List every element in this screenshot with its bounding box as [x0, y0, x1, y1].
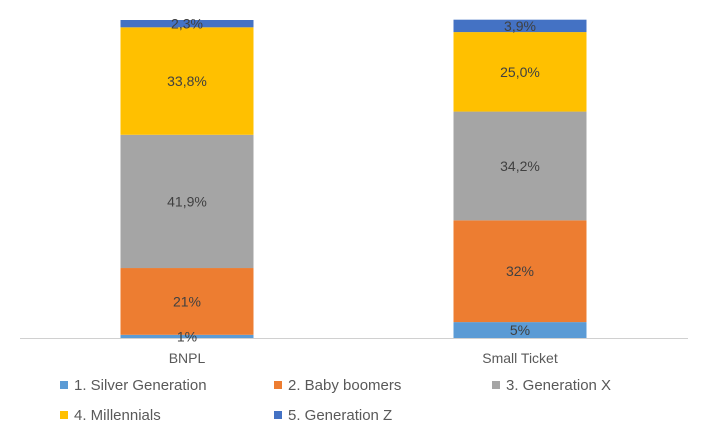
legend-item-millennials[interactable]: 4. Millennials: [60, 407, 161, 424]
x-tick-label-bnpl: BNPL: [169, 350, 206, 366]
legend-item-silver-generation[interactable]: 1. Silver Generation: [60, 377, 207, 394]
x-tick-labels: BNPL Small Ticket: [169, 350, 558, 366]
legend[interactable]: 1. Silver Generation 2. Baby boomers 3. Ge…: [60, 377, 611, 424]
bar-segment-small-ticket-generation-z: [453, 19, 587, 33]
data-label-small-ticket-baby-boomers: 32%: [506, 263, 534, 279]
data-label-small-ticket-millennials: 25,0%: [500, 64, 540, 80]
bar-segment-small-ticket-baby-boomers: [453, 220, 587, 323]
data-labels-layer: 1% 21% 41,9% 33,8% 2,3% 5% 32% 34,2% 25,0% 3,9%: [167, 16, 540, 345]
legend-swatch-generation-x: [492, 381, 500, 389]
legend-item-generation-z[interactable]: 5. Generation Z: [274, 407, 392, 424]
legend-label-millennials: 4. Millennials: [74, 407, 161, 424]
data-label-small-ticket-generation-z: 3,9%: [504, 18, 536, 34]
data-label-bnpl-generation-z: 2,3%: [171, 16, 203, 32]
x-tick-label-small-ticket: Small Ticket: [482, 350, 558, 366]
bar-segment-bnpl-millennials: [120, 27, 254, 135]
data-label-bnpl-baby-boomers: 21%: [173, 293, 201, 309]
data-label-bnpl-silver-generation: 1%: [177, 328, 197, 344]
data-label-small-ticket-generation-x: 34,2%: [500, 158, 540, 174]
legend-item-generation-x[interactable]: 3. Generation X: [492, 377, 611, 394]
legend-swatch-generation-z: [274, 411, 282, 419]
legend-label-generation-z: 5. Generation Z: [288, 407, 392, 424]
legend-swatch-silver-generation: [60, 381, 68, 389]
bar-segment-bnpl-silver-generation: [120, 334, 254, 338]
bar-segment-bnpl-baby-boomers: [120, 268, 254, 335]
bar-segment-small-ticket-millennials: [453, 32, 587, 112]
bar-segment-bnpl-generation-x: [120, 134, 254, 269]
data-label-bnpl-millennials: 33,8%: [167, 73, 207, 89]
data-label-small-ticket-silver-generation: 5%: [510, 322, 530, 338]
bars-layer: [120, 19, 587, 338]
legend-item-baby-boomers[interactable]: 2. Baby boomers: [274, 377, 401, 394]
legend-label-silver-generation: 1. Silver Generation: [74, 377, 207, 394]
legend-label-baby-boomers: 2. Baby boomers: [288, 377, 401, 394]
legend-swatch-baby-boomers: [274, 381, 282, 389]
data-label-bnpl-generation-x: 41,9%: [167, 193, 207, 209]
bar-segment-small-ticket-generation-x: [453, 111, 587, 221]
legend-swatch-millennials: [60, 411, 68, 419]
bar-segment-small-ticket-silver-generation: [453, 322, 587, 338]
legend-label-generation-x: 3. Generation X: [506, 377, 611, 394]
bar-segment-bnpl-generation-z: [120, 20, 254, 28]
